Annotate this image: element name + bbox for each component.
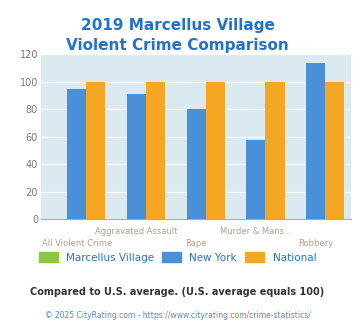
- Bar: [86, 82, 105, 219]
- Text: All Violent Crime: All Violent Crime: [42, 239, 112, 248]
- Bar: [146, 82, 165, 219]
- Bar: [187, 110, 206, 219]
- Text: Violent Crime Comparison: Violent Crime Comparison: [66, 38, 289, 53]
- Bar: [325, 82, 344, 219]
- Text: Compared to U.S. average. (U.S. average equals 100): Compared to U.S. average. (U.S. average …: [31, 287, 324, 297]
- Bar: [306, 63, 325, 219]
- Text: Robbery: Robbery: [298, 239, 333, 248]
- Text: Aggravated Assault: Aggravated Assault: [95, 227, 178, 236]
- Bar: [206, 82, 225, 219]
- Bar: [127, 94, 146, 219]
- Bar: [246, 140, 266, 219]
- Bar: [67, 89, 86, 219]
- Text: Rape: Rape: [185, 239, 207, 248]
- Legend: Marcellus Village, New York, National: Marcellus Village, New York, National: [35, 248, 320, 267]
- Text: Murder & Mans...: Murder & Mans...: [220, 227, 292, 236]
- Text: 2019 Marcellus Village: 2019 Marcellus Village: [81, 18, 274, 33]
- Bar: [266, 82, 285, 219]
- Text: © 2025 CityRating.com - https://www.cityrating.com/crime-statistics/: © 2025 CityRating.com - https://www.city…: [45, 311, 310, 320]
